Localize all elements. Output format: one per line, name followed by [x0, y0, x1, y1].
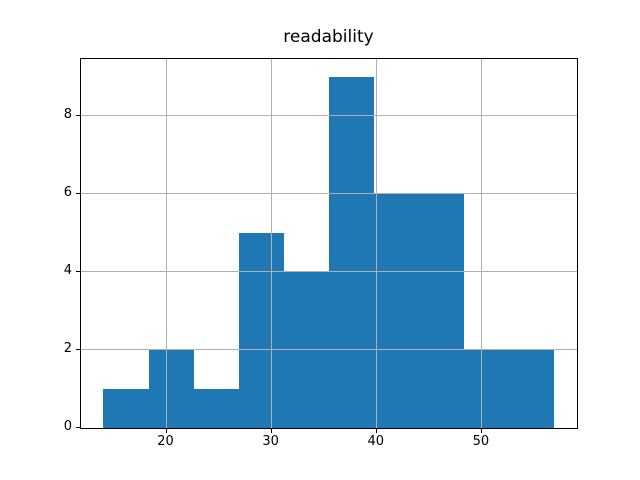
y-tick-mark	[76, 114, 80, 116]
x-tick-label: 50	[472, 434, 490, 449]
x-tick-label: 20	[157, 434, 174, 449]
gridline-vertical	[271, 59, 273, 428]
histogram-bar	[464, 349, 510, 428]
gridline-vertical	[481, 59, 483, 428]
x-tick-mark	[480, 429, 482, 433]
y-tick-label: 8	[63, 106, 72, 122]
gridline-horizontal	[81, 115, 577, 117]
histogram-bar	[509, 349, 555, 428]
histogram-bar	[238, 232, 284, 428]
histogram-bar	[374, 193, 420, 428]
gridline-vertical	[376, 59, 378, 428]
histogram-bar	[419, 193, 465, 428]
y-tick-label: 4	[63, 262, 72, 278]
y-tick-mark	[76, 192, 80, 194]
y-tick-mark	[76, 427, 80, 428]
gridline-horizontal	[81, 349, 577, 351]
histogram-bar	[193, 388, 239, 428]
gridline-horizontal	[81, 271, 577, 273]
y-tick-mark	[76, 270, 80, 272]
gridline-vertical	[166, 59, 168, 428]
histogram-bar	[148, 349, 194, 428]
histogram-bar	[103, 388, 149, 428]
y-tick-label: 2	[63, 340, 72, 356]
x-tick-mark	[375, 429, 377, 433]
x-tick-mark	[165, 429, 167, 433]
grid-layer	[81, 59, 577, 428]
y-tick-label: 0	[63, 419, 72, 434]
x-tick-label: 30	[262, 434, 279, 449]
chart-title: readability	[283, 27, 374, 47]
plot-area	[80, 58, 578, 429]
histogram-bar	[328, 76, 375, 428]
y-tick-label: 6	[63, 184, 72, 200]
gridline-horizontal	[81, 193, 577, 195]
x-tick-mark	[270, 429, 272, 433]
x-tick-label: 40	[367, 434, 385, 449]
y-tick-mark	[76, 348, 80, 350]
